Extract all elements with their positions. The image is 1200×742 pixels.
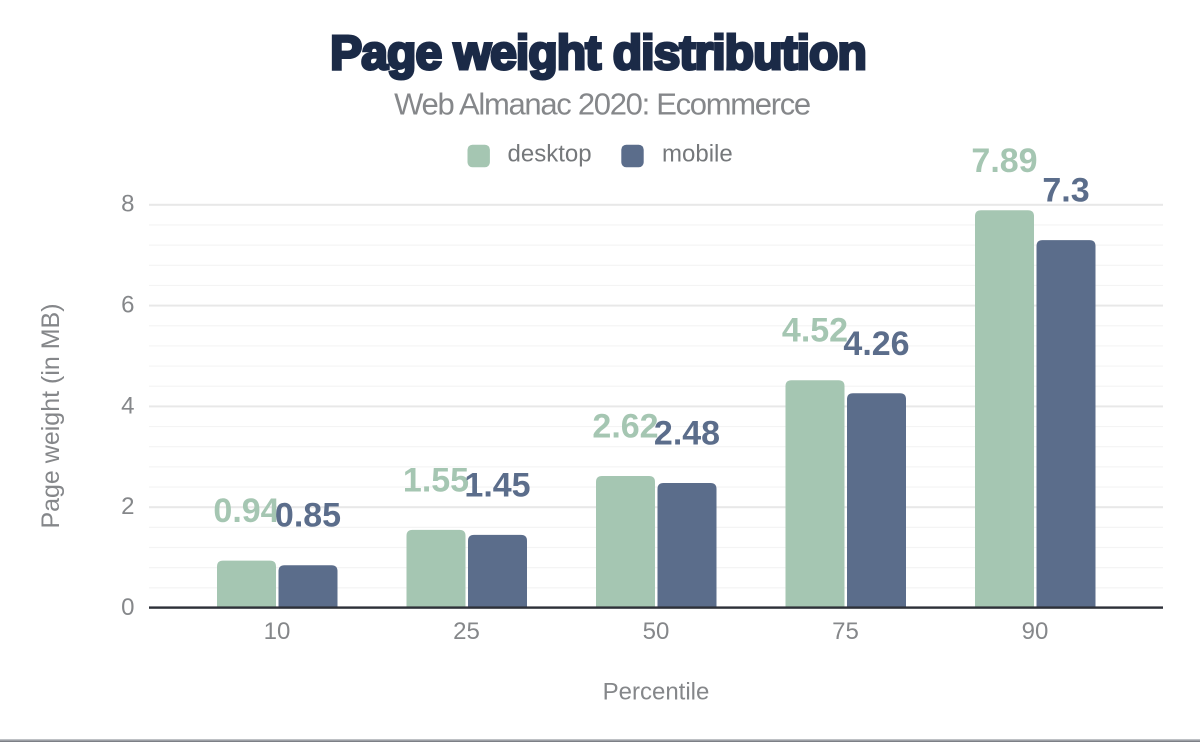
svg-text:90: 90 [1022,618,1049,645]
svg-text:50: 50 [643,618,670,645]
svg-text:0.94: 0.94 [213,492,279,530]
svg-text:7.3: 7.3 [1042,172,1089,210]
svg-text:75: 75 [832,618,859,645]
svg-text:10: 10 [264,618,291,645]
svg-text:2.62: 2.62 [592,408,658,446]
svg-text:mobile: mobile [662,141,733,168]
svg-text:7.89: 7.89 [971,142,1037,180]
svg-text:Page weight distribution: Page weight distribution [330,27,866,80]
svg-text:1.45: 1.45 [464,466,530,504]
svg-text:1.55: 1.55 [403,461,469,499]
svg-text:4.26: 4.26 [843,325,909,363]
svg-text:Web Almanac 2020: Ecommerce: Web Almanac 2020: Ecommerce [394,86,810,121]
svg-text:desktop: desktop [508,141,592,168]
svg-text:4.52: 4.52 [782,312,848,350]
svg-text:4: 4 [121,392,134,419]
svg-text:0: 0 [121,594,134,621]
svg-text:Page weight (in MB): Page weight (in MB) [37,303,65,528]
svg-text:2: 2 [121,493,134,520]
svg-text:0.85: 0.85 [275,497,341,535]
svg-text:6: 6 [121,292,134,319]
svg-text:25: 25 [453,618,480,645]
svg-text:8: 8 [121,191,134,218]
svg-text:2.48: 2.48 [654,415,720,453]
svg-text:Percentile: Percentile [603,678,710,705]
